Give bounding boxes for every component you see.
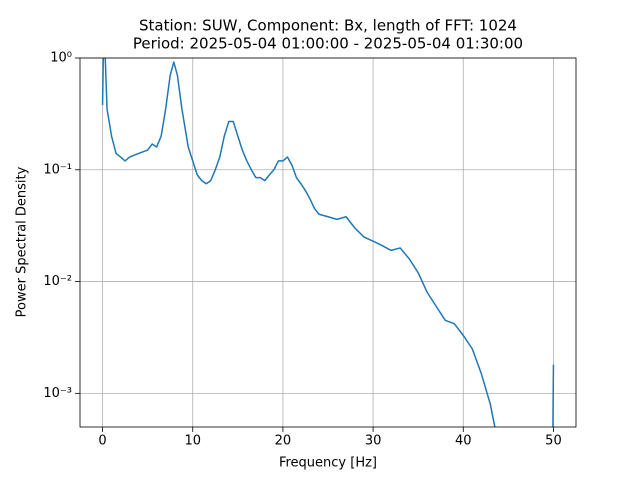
x-tick-label: 40 (455, 434, 472, 449)
y-tick-label: 10⁻³ (43, 386, 72, 401)
plot-area (101, 58, 555, 427)
chart-subtitle: Period: 2025-05-04 01:00:00 - 2025-05-04… (133, 35, 523, 53)
x-tick-label: 20 (275, 434, 292, 449)
y-tick-label: 10⁰ (50, 51, 72, 66)
y-tick-label: 10⁻² (43, 274, 72, 289)
x-tick-label: 50 (545, 434, 562, 449)
chart-title: Station: SUW, Component: Bx, length of F… (139, 17, 517, 35)
x-tick-label: 10 (184, 434, 201, 449)
y-axis-label: Power Spectral Density (15, 166, 30, 317)
x-tick-label: 30 (365, 434, 382, 449)
axes-frame (79, 57, 577, 428)
x-axis-label: Frequency [Hz] (279, 456, 377, 471)
x-tick-label: 0 (98, 434, 106, 449)
y-tick-label: 10⁻¹ (43, 162, 72, 177)
data-line (101, 58, 555, 427)
